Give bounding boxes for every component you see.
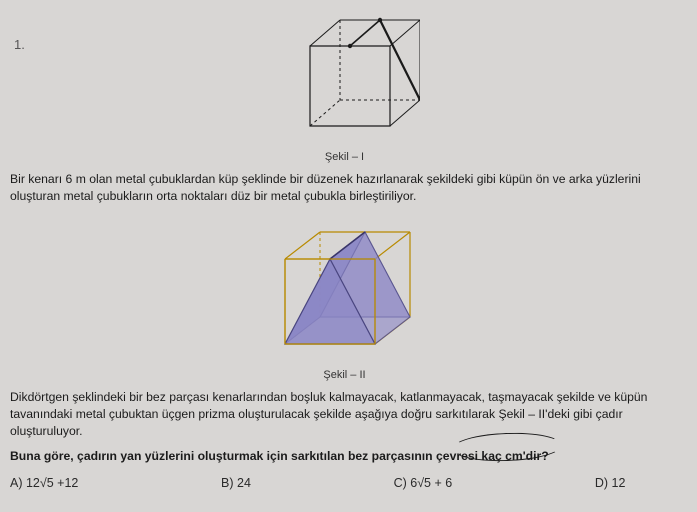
paragraph-2: Dikdörtgen şeklindeki bir bez parçası ke… <box>10 389 679 440</box>
option-d[interactable]: D) 12 <box>595 475 626 493</box>
option-c[interactable]: C) 6√5 + 6 <box>394 475 453 493</box>
paragraph-1: Bir kenarı 6 m olan metal çubuklardan kü… <box>10 171 679 205</box>
figure-1-caption: Şekil – I <box>10 150 679 165</box>
figure-2-caption: Şekil – II <box>10 368 679 383</box>
figure-2: Şekil – II <box>10 214 679 383</box>
question-line: Buna göre, çadırın yan yüzlerini oluştur… <box>10 448 679 465</box>
cube-figure-2 <box>250 214 440 364</box>
cube-figure-1 <box>270 6 420 146</box>
option-a[interactable]: A) 12√5 +12 <box>10 475 78 493</box>
figure-1: Şekil – I <box>10 6 679 165</box>
answer-options: A) 12√5 +12 B) 24 C) 6√5 + 6 D) 12 <box>10 475 625 493</box>
option-b[interactable]: B) 24 <box>221 475 251 493</box>
question-number: 1. <box>14 36 25 54</box>
